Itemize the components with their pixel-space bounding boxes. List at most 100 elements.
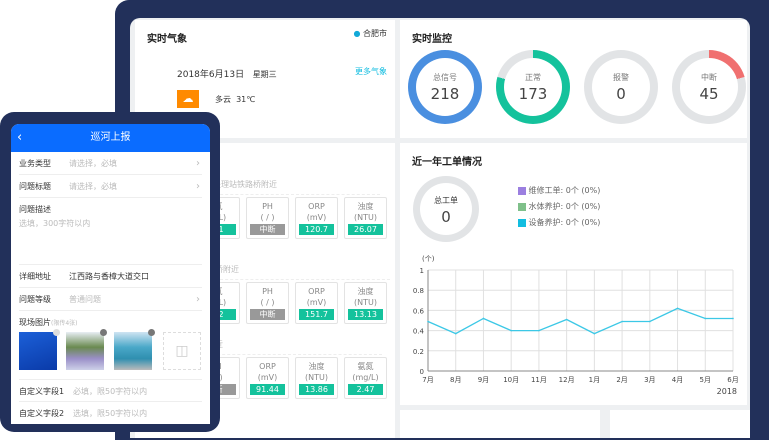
weather-date: 2018年6月13日 [177,70,245,80]
station-name: 桥附近 [215,264,390,280]
legend-name: 维修工单: [528,186,564,195]
sensor-card[interactable]: ORP (mV) 151.7 [295,282,338,324]
photos-label: 现场图片 [19,318,51,327]
sensor-unit: (mV) [257,373,278,382]
more-weather-link[interactable]: 更多气象 [355,67,387,76]
field-label: 业务类型 [19,159,51,168]
data-point [649,320,651,323]
sensor-value: 120.7 [299,224,334,235]
monitor-ring-0[interactable]: 总信号 218 [408,50,482,124]
sensor-name: PH [262,287,273,296]
monitor-panel: 实时监控 总信号 218 正常 173 报警 0 中断 45 [400,20,747,138]
monitor-ring-2[interactable]: 报警 0 [584,50,658,124]
legend-value: 0个 (0%) [565,218,601,227]
sensor-unit: (mg/L) [352,373,379,382]
x-tick-label: 1月 [589,376,600,384]
sensor-card[interactable]: ORP (mV) 120.7 [295,197,338,239]
sensor-value: 13.13 [348,309,383,320]
field-label: 问题等级 [19,295,51,304]
legend-item: 设备养护: 0个 (0%) [518,217,600,228]
data-point [454,332,457,335]
x-tick-label: 6月 [727,376,738,384]
photo-thumbnail[interactable] [19,329,60,370]
remove-photo-icon[interactable] [53,329,60,336]
x-tick-label: 7月 [422,376,433,384]
field-value: 选填，限50字符以内 [73,409,148,418]
sensor-name: ORP [308,287,325,296]
x-tick-label: 5月 [700,376,711,384]
field-value: 请选择，必填 [69,182,117,191]
sensor-name: ORP [308,202,325,211]
y-tick-label: 0 [420,368,424,376]
x-tick-label: 11月 [531,376,547,384]
station-name: 附近 [207,339,382,355]
chevron-right-icon: › [196,181,200,192]
field-value: 普通问题 [69,295,101,304]
photo-thumbnail[interactable] [66,329,107,370]
x-tick-label: 9月 [478,376,489,384]
chevron-right-icon: › [196,294,200,305]
sensor-card[interactable]: 氨氮 (mg/L) 2.47 [344,357,387,399]
field-custom1[interactable]: 自定义字段1 必填，限50字符以内 [19,379,202,402]
add-photo-camera-icon[interactable]: ◫ [163,332,201,370]
field-issue-title[interactable]: 问题标题 请选择，必填 › [19,175,202,198]
back-icon[interactable]: ‹ [17,130,23,145]
field-value: 必填，限50字符以内 [73,387,148,396]
weather-condition: 多云 [215,95,231,104]
sensor-card[interactable]: PH ( / ) 中断 [246,282,289,324]
total-value: 0 [441,208,451,226]
legend-item: 维修工单: 0个 (0%) [518,185,600,196]
y-tick-label: 1 [420,267,424,275]
sensor-value: 2.47 [348,384,383,395]
city-name: 合肥市 [363,29,387,38]
ring-value: 0 [616,85,626,103]
legend-item: 水体养护: 0个 (0%) [518,201,600,212]
phone-header: ‹ 巡河上报 [11,124,210,152]
workorder-panel: 近一年工单情况 总工单 0 维修工单: 0个 (0%) 水体养护: 0个 (0%)… [400,143,747,405]
workorder-line-chart: 0 0.2 0.4 0.6 0.8 1 7月 8月 9月 10月 11月 12月 1月 2月 3月 4月 5月 6… [413,255,739,396]
data-point [565,318,568,321]
bottom-panel-right [610,410,750,438]
city-selector[interactable]: ● 合肥市 [353,28,387,39]
sensor-name: PH [262,202,273,211]
location-pin-icon: ● [353,29,361,38]
field-issue-level[interactable]: 问题等级 普通问题 › [19,288,202,311]
year-label: 2018 [717,387,737,396]
data-point [510,329,512,332]
weather-title: 实时气象 [147,34,187,45]
weather-weekday: 星期三 [252,70,277,79]
monitor-ring-3[interactable]: 中断 45 [672,50,746,124]
field-label: 自定义字段2 [19,409,65,418]
ring-value: 45 [699,85,719,103]
desc-textarea[interactable]: 选填，300字符以内 [19,219,91,228]
field-value: 请选择，必填 [69,159,117,168]
chevron-right-icon: › [196,158,200,169]
sensor-card[interactable]: ORP (mV) 91.44 [246,357,289,399]
y-tick-label: 0.8 [413,287,424,295]
monitor-ring-1[interactable]: 正常 173 [496,50,570,124]
sensor-card[interactable]: 浊度 (NTU) 26.07 [344,197,387,239]
dashboard-screen: 实时气象 ● 合肥市 2018年6月13日 星期三 更多气象 ☁ 多云 31℃ … [130,18,750,438]
sensor-card[interactable]: PH ( / ) 中断 [246,197,289,239]
sensor-unit: (mV) [306,213,327,222]
total-label: 总工单 [434,196,458,205]
y-axis-unit: (个) [422,255,435,263]
bottom-panel-mid [400,410,600,438]
photo-thumbnail[interactable] [114,329,155,370]
sensor-value: 中断 [250,224,285,235]
data-point [538,329,540,332]
field-custom2[interactable]: 自定义字段2 选填，限50字符以内 [19,402,202,424]
data-point [593,332,596,335]
sensor-card[interactable]: 浊度 (NTU) 13.86 [295,357,338,399]
data-point [676,307,679,310]
data-point [732,317,734,320]
y-tick-label: 0.6 [413,307,425,315]
remove-photo-icon[interactable] [100,329,107,336]
field-address[interactable]: 详细地址 江西路与香樟大道交口 [19,264,202,288]
ring-label: 正常 [525,73,541,82]
sensor-card[interactable]: 浊度 (NTU) 13.13 [344,282,387,324]
sensor-unit: (NTU) [354,298,377,307]
field-business-type[interactable]: 业务类型 请选择，必填 › [19,152,202,175]
remove-photo-icon[interactable] [148,329,155,336]
x-tick-label: 10月 [503,376,519,384]
